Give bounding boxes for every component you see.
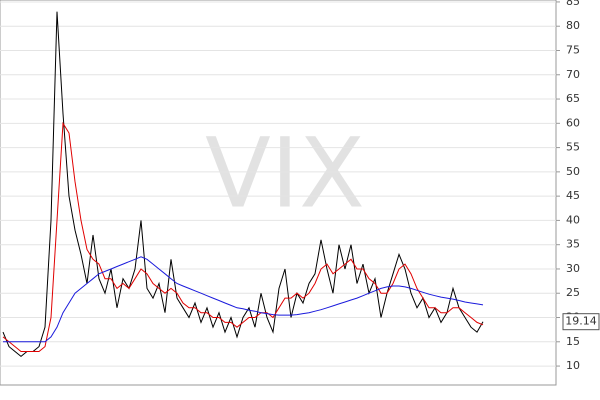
plot-frame [0, 0, 557, 386]
y-tick-label: 45 [566, 189, 580, 202]
y-tick-label: 85 [566, 0, 580, 8]
y-tick-label: 35 [566, 238, 580, 251]
last-value-box [562, 313, 600, 331]
y-tick-label: 60 [566, 116, 580, 129]
watermark: VIX [205, 117, 365, 229]
y-tick-label: 15 [566, 335, 580, 348]
series-line [3, 256, 484, 343]
y-tick-label: 55 [566, 141, 580, 154]
y-tick-label: 50 [566, 165, 580, 178]
series-line [2, 121, 484, 352]
y-tick-label: 75 [566, 43, 580, 56]
y-tick-label: 40 [566, 213, 580, 226]
y-tick-label: 70 [566, 68, 580, 81]
y-tick-label: 80 [566, 19, 580, 32]
last-value-label: 19.14 [565, 315, 597, 328]
series-line [2, 11, 484, 358]
y-tick-label: 65 [566, 92, 580, 105]
y-tick-label: 25 [566, 286, 580, 299]
y-tick-label: 10 [566, 359, 580, 372]
y-tick-label: 30 [566, 262, 580, 275]
